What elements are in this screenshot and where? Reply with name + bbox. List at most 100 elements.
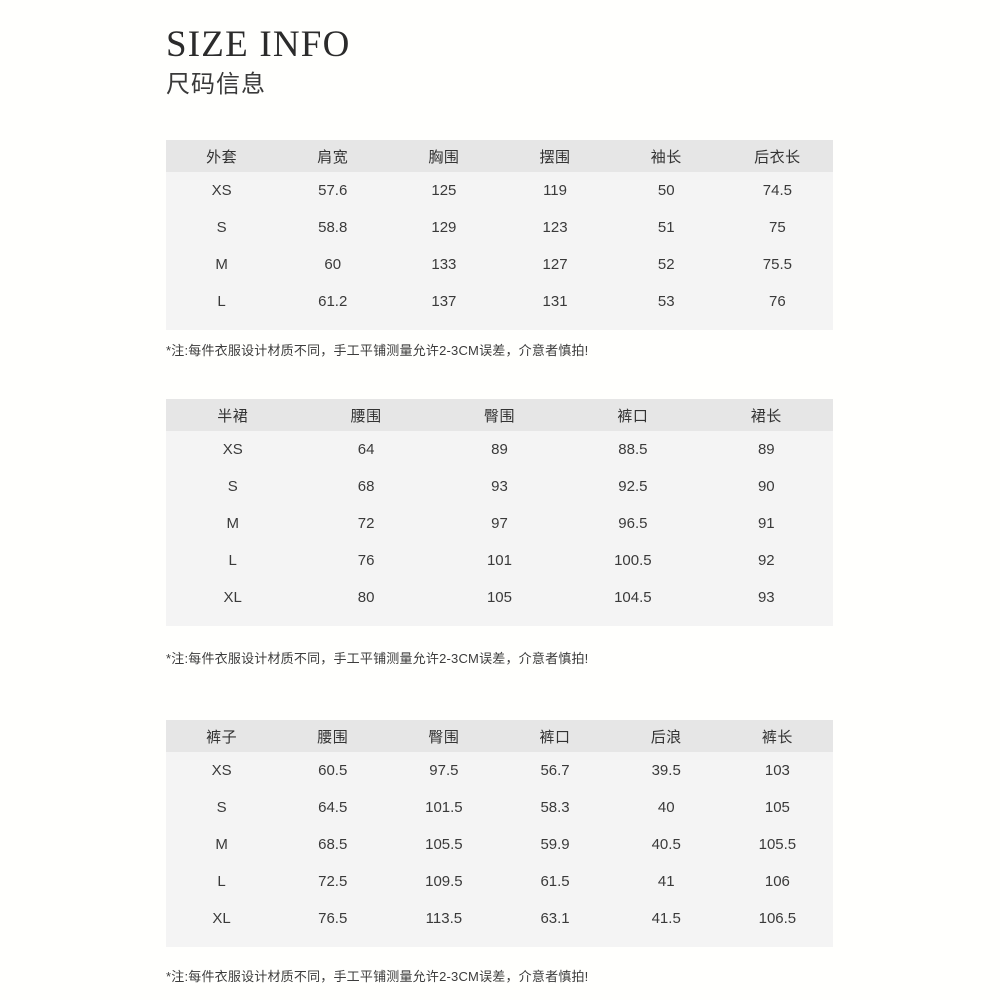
measurement-value: 40.5 (651, 836, 681, 853)
table-body: XS 60.5 97.5 56.7 39.5 103 S 64.5 101.5 58.3 40 105… (166, 752, 833, 947)
measurement-value: 105 (486, 589, 512, 606)
measurement-value: 75 (769, 219, 786, 236)
measurement-value: 97 (491, 515, 508, 532)
measurement-value: 41 (657, 873, 675, 890)
measurement-value: 58.8 (318, 219, 348, 236)
skirt-size-table: 半裙 腰围 臀围 裤口 裙长 XS 64 89 88.5 89 S 68 93 92.5 90 M 72 97 9… (166, 399, 833, 626)
pants-size-table: 裤子 腰围 臀围 裤口 后浪 裤长 XS 60.5 97.5 56.7 39.5 103 S 64.5 1… (166, 720, 833, 947)
size-label: L (217, 873, 226, 890)
column-header-size: 半裙 (217, 407, 249, 425)
measurement-value: 76 (769, 293, 786, 310)
column-header: 胸围 (428, 148, 460, 166)
measurement-value: 57.6 (318, 182, 348, 199)
table-body: XS 57.6 125 119 50 74.5 S 58.8 129 123 51 75 M 60 133 1… (166, 172, 833, 330)
measurement-value: 60.5 (318, 762, 348, 779)
table-header-row: 外套 肩宽 胸围 摆围 袖长 后衣长 (166, 140, 833, 172)
measurement-value: 101.5 (425, 799, 463, 816)
column-header: 摆围 (539, 148, 571, 166)
column-header: 臀围 (428, 728, 460, 746)
table-body: XS 64 89 88.5 89 S 68 93 92.5 90 M 72 97 96.5 91 L 76 101… (166, 431, 833, 626)
measurement-value: 89 (491, 441, 508, 458)
measurement-value: 137 (431, 293, 457, 310)
table-header: 外套 肩宽 胸围 摆围 袖长 后衣长 (166, 140, 833, 172)
measurement-value: 61.5 (540, 873, 570, 890)
measurement-value: 129 (431, 219, 457, 236)
measurement-value: 131 (542, 293, 568, 310)
measurement-value: 76 (357, 552, 375, 569)
measurement-value: 97.5 (429, 762, 459, 779)
measurement-value: 68 (357, 478, 375, 495)
measurement-value: 60 (324, 256, 342, 273)
measurement-value: 50 (657, 182, 675, 199)
measurement-value: 39.5 (651, 762, 681, 779)
column-header: 裙长 (750, 407, 782, 425)
measurement-value: 40 (657, 799, 675, 816)
table-row: XS 60.5 97.5 56.7 39.5 103 (166, 752, 833, 789)
column-header: 臀围 (483, 407, 515, 425)
measurement-value: 92 (757, 552, 775, 569)
measurement-value: 58.3 (540, 799, 570, 816)
table-row: XL 76.5 113.5 63.1 41.5 106.5 (166, 900, 833, 947)
column-header: 裤长 (761, 728, 793, 746)
measurement-value: 109.5 (425, 873, 463, 890)
column-header: 裤口 (539, 728, 571, 746)
table-header-row: 裤子 腰围 臀围 裤口 后浪 裤长 (166, 720, 833, 752)
measurement-value: 80 (357, 589, 375, 606)
measurement-value: 93 (757, 589, 775, 606)
measurement-note: *注:每件衣服设计材质不同，手工平铺测量允许2-3CM误差，介意者慎拍! (166, 969, 589, 984)
measurement-value: 119 (543, 182, 567, 199)
column-header: 后衣长 (754, 148, 801, 166)
table-header: 裤子 腰围 臀围 裤口 后浪 裤长 (166, 720, 833, 752)
measurement-value: 104.5 (614, 589, 652, 606)
column-header: 肩宽 (317, 148, 349, 166)
measurement-value: 61.2 (318, 293, 348, 310)
measurement-value: 105.5 (425, 836, 463, 853)
column-header: 裤口 (617, 407, 649, 425)
size-label: S (227, 478, 238, 495)
table-row: S 64.5 101.5 58.3 40 105 (166, 789, 833, 826)
measurement-value: 106.5 (758, 910, 797, 927)
measurement-value: 63.1 (540, 910, 570, 927)
size-label: XL (212, 910, 231, 927)
measurement-value: 125 (431, 182, 457, 199)
measurement-value: 93 (491, 478, 508, 495)
size-label: M (215, 256, 228, 273)
column-header: 袖长 (650, 148, 682, 166)
measurement-value: 113.5 (425, 910, 463, 927)
measurement-note: *注:每件衣服设计材质不同，手工平铺测量允许2-3CM误差，介意者慎拍! (166, 343, 589, 358)
title-english: SIZE INFO (166, 24, 351, 65)
measurement-value: 53 (657, 293, 675, 310)
table-row: M 60 133 127 52 75.5 (166, 246, 833, 283)
measurement-value: 52 (657, 256, 675, 273)
table-row: XL 80 105 104.5 93 (166, 579, 833, 626)
measurement-value: 64 (357, 441, 375, 458)
table-row: S 68 93 92.5 90 (166, 468, 833, 505)
measurement-value: 72.5 (318, 873, 348, 890)
table-row: M 72 97 96.5 91 (166, 505, 833, 542)
table-row: L 61.2 137 131 53 76 (166, 283, 833, 330)
measurement-value: 89 (757, 441, 775, 458)
measurement-value: 103 (764, 762, 790, 779)
table-row: L 72.5 109.5 61.5 41 106 (166, 863, 833, 900)
measurement-value: 105 (764, 799, 790, 816)
size-label: XS (211, 182, 232, 199)
column-header: 腰围 (317, 728, 349, 746)
measurement-note: *注:每件衣服设计材质不同，手工平铺测量允许2-3CM误差，介意者慎拍! (166, 651, 589, 666)
table-header-row: 半裙 腰围 臀围 裤口 裙长 (166, 399, 833, 431)
table-row: M 68.5 105.5 59.9 40.5 105.5 (166, 826, 833, 863)
column-header: 后浪 (650, 728, 682, 746)
measurement-value: 91 (757, 515, 775, 532)
column-header: 腰围 (350, 407, 382, 425)
size-label: XS (211, 762, 232, 779)
measurement-value: 92.5 (618, 478, 648, 495)
page-title: SIZE INFO 尺码信息 (166, 24, 351, 100)
measurement-value: 51 (657, 219, 675, 236)
measurement-value: 41.5 (651, 910, 681, 927)
table-header: 半裙 腰围 臀围 裤口 裙长 (166, 399, 833, 431)
outerwear-size-table: 外套 肩宽 胸围 摆围 袖长 后衣长 XS 57.6 125 119 50 74.5 S 58.8 129… (166, 140, 833, 330)
measurement-value: 106 (764, 873, 790, 890)
measurement-value: 127 (542, 256, 568, 273)
measurement-value: 76.5 (318, 910, 348, 927)
size-label: S (216, 219, 227, 236)
